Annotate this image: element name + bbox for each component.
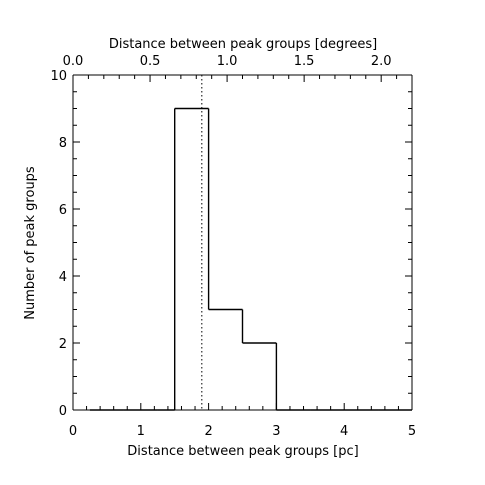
histogram-bars (89, 107, 412, 411)
x2-axis-title: Distance between peak groups [degrees] (109, 37, 377, 52)
x2-tick-label: 0.5 (140, 54, 161, 69)
x-tick-label: 3 (272, 424, 280, 439)
x2-tick-label: 1.5 (294, 54, 315, 69)
x-axis-title: Distance between peak groups [pc] (127, 444, 358, 459)
y-tick-label: 4 (59, 270, 67, 285)
x2-tick-label: 1.0 (217, 54, 238, 69)
x-tick-label: 2 (204, 424, 212, 439)
tick-marks: 0 1 2 3 4 5 0.0 0.5 1.0 1.5 2.0 0 2 4 6 8 10 (50, 54, 416, 439)
x-tick-label: 0 (69, 424, 77, 439)
x-tick-label: 5 (408, 424, 416, 439)
y-tick-label: 8 (59, 136, 67, 151)
y-axis-title: Number of peak groups (23, 166, 38, 320)
x2-tick-label: 0.0 (63, 54, 84, 69)
x-tick-label: 1 (137, 424, 145, 439)
y-tick-label: 2 (59, 337, 67, 352)
y-tick-label: 10 (50, 69, 67, 84)
y-tick-label: 6 (59, 203, 67, 218)
y-tick-label: 0 (59, 404, 67, 419)
x-tick-label: 4 (340, 424, 348, 439)
x2-tick-label: 2.0 (371, 54, 392, 69)
